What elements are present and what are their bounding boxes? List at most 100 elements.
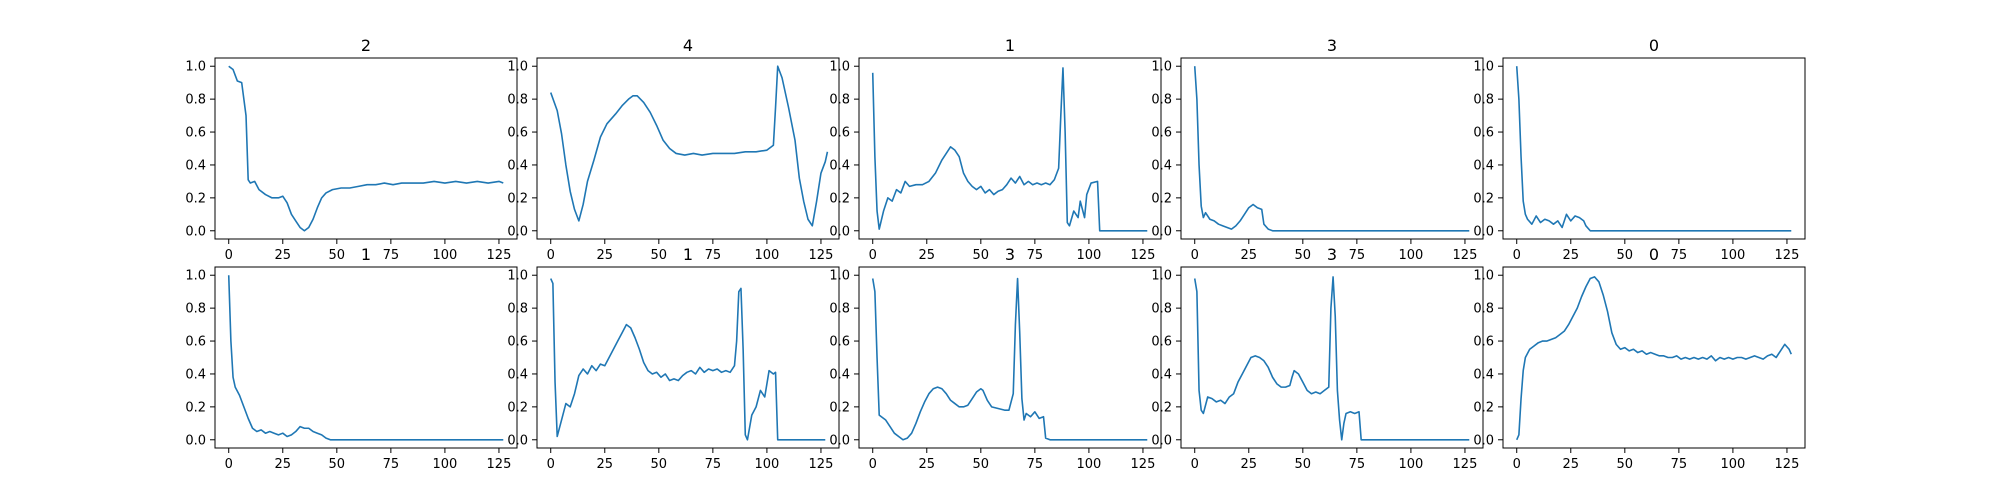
x-tick-label: 100: [1398, 457, 1423, 472]
x-tick-label: 25: [1562, 457, 1579, 472]
y-tick-label: 0.6: [1151, 335, 1172, 350]
y-tick-label: 0.6: [829, 126, 850, 141]
x-tick-label: 50: [1295, 248, 1312, 263]
y-tick-label: 1.0: [829, 60, 850, 75]
x-tick-label: 125: [809, 248, 834, 263]
x-tick-label: 75: [1671, 457, 1688, 472]
subplot-title: 1: [1005, 36, 1015, 55]
x-tick-label: 0: [869, 248, 877, 263]
y-tick-label: 0.8: [1151, 302, 1172, 317]
x-tick-label: 100: [1076, 457, 1101, 472]
x-tick-label: 125: [1131, 248, 1156, 263]
series-line-5-1: [1515, 66, 1792, 232]
y-tick-label: 0.8: [1473, 93, 1494, 108]
y-tick-label: 0.0: [1473, 433, 1494, 448]
y-tick-label: 0.4: [507, 367, 528, 382]
y-tick-label: 0.2: [507, 400, 528, 415]
x-tick-label: 0: [869, 457, 877, 472]
x-tick-label: 125: [1775, 457, 1800, 472]
y-tick-label: 0.8: [507, 302, 528, 317]
x-tick-label: 25: [1562, 248, 1579, 263]
x-tick-label: 125: [1775, 248, 1800, 263]
x-tick-label: 25: [918, 248, 935, 263]
axes-frame: [536, 57, 840, 240]
x-tick-label: 125: [487, 248, 512, 263]
x-tick-label: 100: [1398, 248, 1423, 263]
subplot-title: 1: [683, 245, 693, 264]
y-tick-label: 1.0: [185, 269, 206, 284]
y-tick-label: 1.0: [1151, 60, 1172, 75]
y-tick-label: 0.8: [1151, 93, 1172, 108]
series-line-6-1: [227, 275, 504, 441]
x-tick-label: 75: [1349, 248, 1366, 263]
axes-frame: [858, 57, 1162, 240]
axes-frame: [858, 266, 1162, 449]
y-tick-label: 0.2: [185, 191, 206, 206]
y-tick-label: 0.4: [507, 158, 528, 173]
axes-frame: [536, 266, 840, 449]
x-tick-label: 50: [1617, 248, 1634, 263]
y-tick-label: 0.4: [1473, 158, 1494, 173]
y-tick-label: 0.0: [185, 224, 206, 239]
x-tick-label: 0: [1513, 248, 1521, 263]
subplot-title: 2: [361, 36, 371, 55]
y-tick-label: 0.6: [507, 335, 528, 350]
y-tick-label: 0.0: [829, 224, 850, 239]
subplot-9: 0 25 50 75 100 125 0.0 0.2 0.4 0.6 0.8 1.0 3: [1151, 245, 1484, 472]
series-line-2-1: [549, 65, 829, 227]
x-tick-label: 100: [432, 248, 457, 263]
y-tick-label: 0.4: [185, 367, 206, 382]
x-tick-label: 75: [1349, 457, 1366, 472]
x-tick-label: 25: [596, 248, 613, 263]
x-tick-label: 100: [1076, 248, 1101, 263]
x-tick-label: 0: [1191, 248, 1199, 263]
x-tick-label: 25: [274, 457, 291, 472]
axes-frame: [214, 57, 518, 240]
x-tick-label: 100: [754, 248, 779, 263]
x-tick-label: 0: [1513, 457, 1521, 472]
x-tick-label: 25: [274, 248, 291, 263]
x-tick-label: 25: [1240, 457, 1257, 472]
y-tick-label: 0.0: [507, 224, 528, 239]
x-tick-label: 25: [1240, 248, 1257, 263]
y-tick-label: 0.4: [829, 158, 850, 173]
x-tick-label: 100: [432, 457, 457, 472]
x-tick-label: 75: [1027, 248, 1044, 263]
y-tick-label: 0.0: [507, 433, 528, 448]
x-tick-label: 0: [1191, 457, 1199, 472]
axes-frame: [1502, 266, 1806, 449]
x-tick-label: 0: [547, 248, 555, 263]
y-tick-label: 0.0: [185, 433, 206, 448]
x-tick-label: 125: [1453, 248, 1478, 263]
x-tick-label: 25: [918, 457, 935, 472]
y-tick-label: 0.0: [829, 433, 850, 448]
x-tick-label: 75: [1671, 248, 1688, 263]
y-tick-label: 0.2: [829, 191, 850, 206]
y-tick-label: 1.0: [829, 269, 850, 284]
x-tick-label: 0: [547, 457, 555, 472]
y-tick-label: 0.6: [1473, 126, 1494, 141]
y-tick-label: 0.2: [185, 400, 206, 415]
y-tick-label: 1.0: [1473, 60, 1494, 75]
y-tick-label: 0.0: [1151, 433, 1172, 448]
series-line-4-1: [1193, 66, 1470, 232]
subplot-title: 1: [361, 245, 371, 264]
x-tick-label: 50: [1295, 457, 1312, 472]
subplot-8: 0 25 50 75 100 125 0.0 0.2 0.4 0.6 0.8 1.0 3: [829, 245, 1162, 472]
subplot-6: 0 25 50 75 100 125 0.0 0.2 0.4 0.6 0.8 1.0 1: [185, 245, 518, 472]
x-tick-label: 50: [651, 457, 668, 472]
x-tick-label: 125: [1131, 457, 1156, 472]
series-line-3-1: [871, 67, 1148, 232]
x-tick-label: 125: [809, 457, 834, 472]
y-tick-label: 0.2: [1151, 191, 1172, 206]
y-tick-label: 0.8: [1473, 302, 1494, 317]
x-tick-label: 75: [1027, 457, 1044, 472]
x-tick-label: 50: [329, 248, 346, 263]
y-tick-label: 0.6: [1473, 335, 1494, 350]
y-tick-label: 0.4: [829, 367, 850, 382]
y-tick-label: 0.4: [1151, 158, 1172, 173]
axes-frame: [214, 266, 518, 449]
subplot-3: 0 25 50 75 100 125 0.0 0.2 0.4 0.6 0.8 1.0 1: [829, 36, 1162, 263]
y-tick-label: 0.2: [829, 400, 850, 415]
